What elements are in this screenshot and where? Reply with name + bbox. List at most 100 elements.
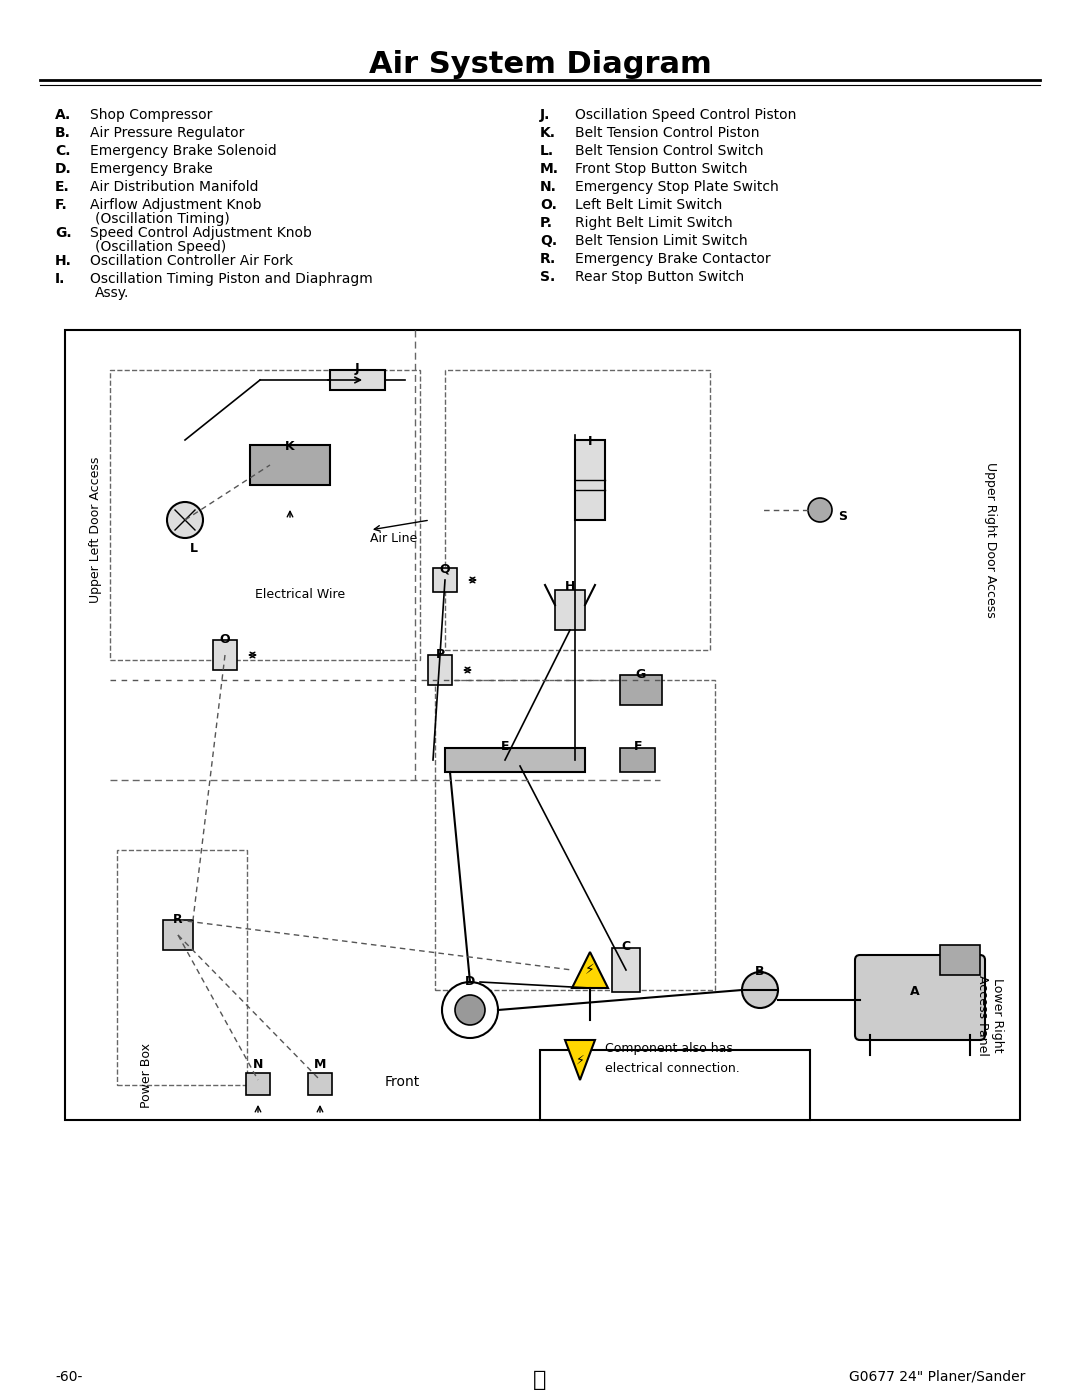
Circle shape	[167, 502, 203, 538]
Text: S: S	[838, 510, 847, 522]
Text: S.: S.	[540, 270, 555, 284]
Bar	[445, 370, 710, 650]
Text: K: K	[285, 440, 295, 453]
Text: (Oscillation Speed): (Oscillation Speed)	[95, 240, 226, 254]
Text: H.: H.	[55, 254, 72, 268]
Bar	[612, 949, 640, 992]
Text: Airflow Adjustment Knob: Airflow Adjustment Knob	[90, 198, 261, 212]
Text: O.: O.	[540, 198, 557, 212]
Text: electrical connection.: electrical connection.	[605, 1062, 740, 1076]
Text: G0677 24" Planer/Sander: G0677 24" Planer/Sander	[849, 1370, 1025, 1384]
Bar	[213, 640, 237, 671]
Text: R.: R.	[540, 251, 556, 265]
Bar	[620, 675, 662, 705]
Text: A: A	[910, 985, 920, 997]
Text: Air System Diagram: Air System Diagram	[368, 50, 712, 80]
Text: B.: B.	[55, 126, 71, 140]
Bar	[110, 370, 420, 659]
Text: 🐻: 🐻	[534, 1370, 546, 1390]
Text: Front: Front	[384, 1076, 420, 1090]
Polygon shape	[565, 1039, 595, 1080]
Text: R: R	[173, 914, 183, 926]
Text: P.: P.	[540, 217, 553, 231]
Text: Speed Control Adjustment Knob: Speed Control Adjustment Knob	[90, 226, 312, 240]
Text: I.: I.	[55, 272, 66, 286]
Bar	[540, 1051, 810, 1120]
Text: Rear Stop Button Switch: Rear Stop Button Switch	[575, 270, 744, 284]
Text: (Oscillation Timing): (Oscillation Timing)	[95, 212, 230, 226]
Text: Emergency Brake Contactor: Emergency Brake Contactor	[575, 251, 771, 265]
Bar	[445, 747, 585, 773]
Text: I: I	[588, 434, 592, 448]
Text: C.: C.	[55, 144, 70, 158]
Text: Power Box: Power Box	[140, 1042, 153, 1108]
Text: Oscillation Speed Control Piston: Oscillation Speed Control Piston	[575, 108, 796, 122]
Circle shape	[808, 497, 832, 522]
Text: L.: L.	[540, 144, 554, 158]
Text: Shop Compressor: Shop Compressor	[90, 108, 213, 122]
Text: D: D	[464, 975, 475, 988]
Text: Assy.: Assy.	[95, 286, 130, 300]
Text: L: L	[190, 542, 198, 555]
Bar	[940, 944, 980, 975]
Bar	[433, 569, 457, 592]
Text: D.: D.	[55, 162, 71, 176]
Text: H: H	[565, 580, 576, 592]
Text: ⚡: ⚡	[585, 963, 595, 977]
Text: Emergency Brake Solenoid: Emergency Brake Solenoid	[90, 144, 276, 158]
Text: J: J	[354, 362, 360, 374]
Text: P: P	[435, 648, 445, 661]
Circle shape	[442, 982, 498, 1038]
Text: N.: N.	[540, 180, 557, 194]
Text: Belt Tension Limit Switch: Belt Tension Limit Switch	[575, 235, 747, 249]
Text: F.: F.	[55, 198, 68, 212]
Text: Right Belt Limit Switch: Right Belt Limit Switch	[575, 217, 732, 231]
Text: G: G	[636, 668, 646, 680]
Bar	[620, 747, 654, 773]
Bar	[163, 921, 193, 950]
Text: Emergency Brake: Emergency Brake	[90, 162, 213, 176]
Text: Belt Tension Control Switch: Belt Tension Control Switch	[575, 144, 764, 158]
Bar	[308, 1073, 332, 1095]
Text: Emergency Stop Plate Switch: Emergency Stop Plate Switch	[575, 180, 779, 194]
Text: E: E	[501, 740, 510, 753]
Text: Air Distribution Manifold: Air Distribution Manifold	[90, 180, 258, 194]
Text: M: M	[314, 1058, 326, 1071]
Text: Component also has: Component also has	[605, 1042, 733, 1055]
FancyBboxPatch shape	[855, 956, 985, 1039]
Text: N: N	[253, 1058, 264, 1071]
Circle shape	[455, 995, 485, 1025]
Text: Electrical Wire: Electrical Wire	[255, 588, 346, 601]
Polygon shape	[572, 951, 608, 988]
Text: C: C	[621, 940, 631, 953]
Text: E.: E.	[55, 180, 70, 194]
Text: J.: J.	[540, 108, 551, 122]
Text: Upper Left Door Access: Upper Left Door Access	[89, 457, 102, 604]
Text: Left Belt Limit Switch: Left Belt Limit Switch	[575, 198, 723, 212]
Text: Air Line: Air Line	[370, 532, 417, 545]
Bar	[330, 370, 384, 390]
Bar	[555, 590, 585, 630]
Bar	[249, 446, 330, 485]
Text: Q.: Q.	[540, 235, 557, 249]
Circle shape	[742, 972, 778, 1009]
Text: Upper Right Door Access: Upper Right Door Access	[984, 462, 997, 617]
Text: ⚡: ⚡	[576, 1053, 584, 1066]
Text: Oscillation Timing Piston and Diaphragm: Oscillation Timing Piston and Diaphragm	[90, 272, 373, 286]
Text: -60-: -60-	[55, 1370, 82, 1384]
Text: F: F	[634, 740, 643, 753]
Text: Front Stop Button Switch: Front Stop Button Switch	[575, 162, 747, 176]
Bar	[428, 655, 453, 685]
Text: A.: A.	[55, 108, 71, 122]
Text: Air Pressure Regulator: Air Pressure Regulator	[90, 126, 244, 140]
Text: G.: G.	[55, 226, 71, 240]
Text: M.: M.	[540, 162, 559, 176]
Bar	[575, 440, 605, 520]
Text: Q: Q	[440, 562, 450, 576]
Bar	[246, 1073, 270, 1095]
Text: B: B	[755, 965, 765, 978]
Bar	[435, 680, 715, 990]
Bar	[65, 330, 1020, 1120]
Bar	[117, 849, 247, 1085]
Text: Belt Tension Control Piston: Belt Tension Control Piston	[575, 126, 759, 140]
